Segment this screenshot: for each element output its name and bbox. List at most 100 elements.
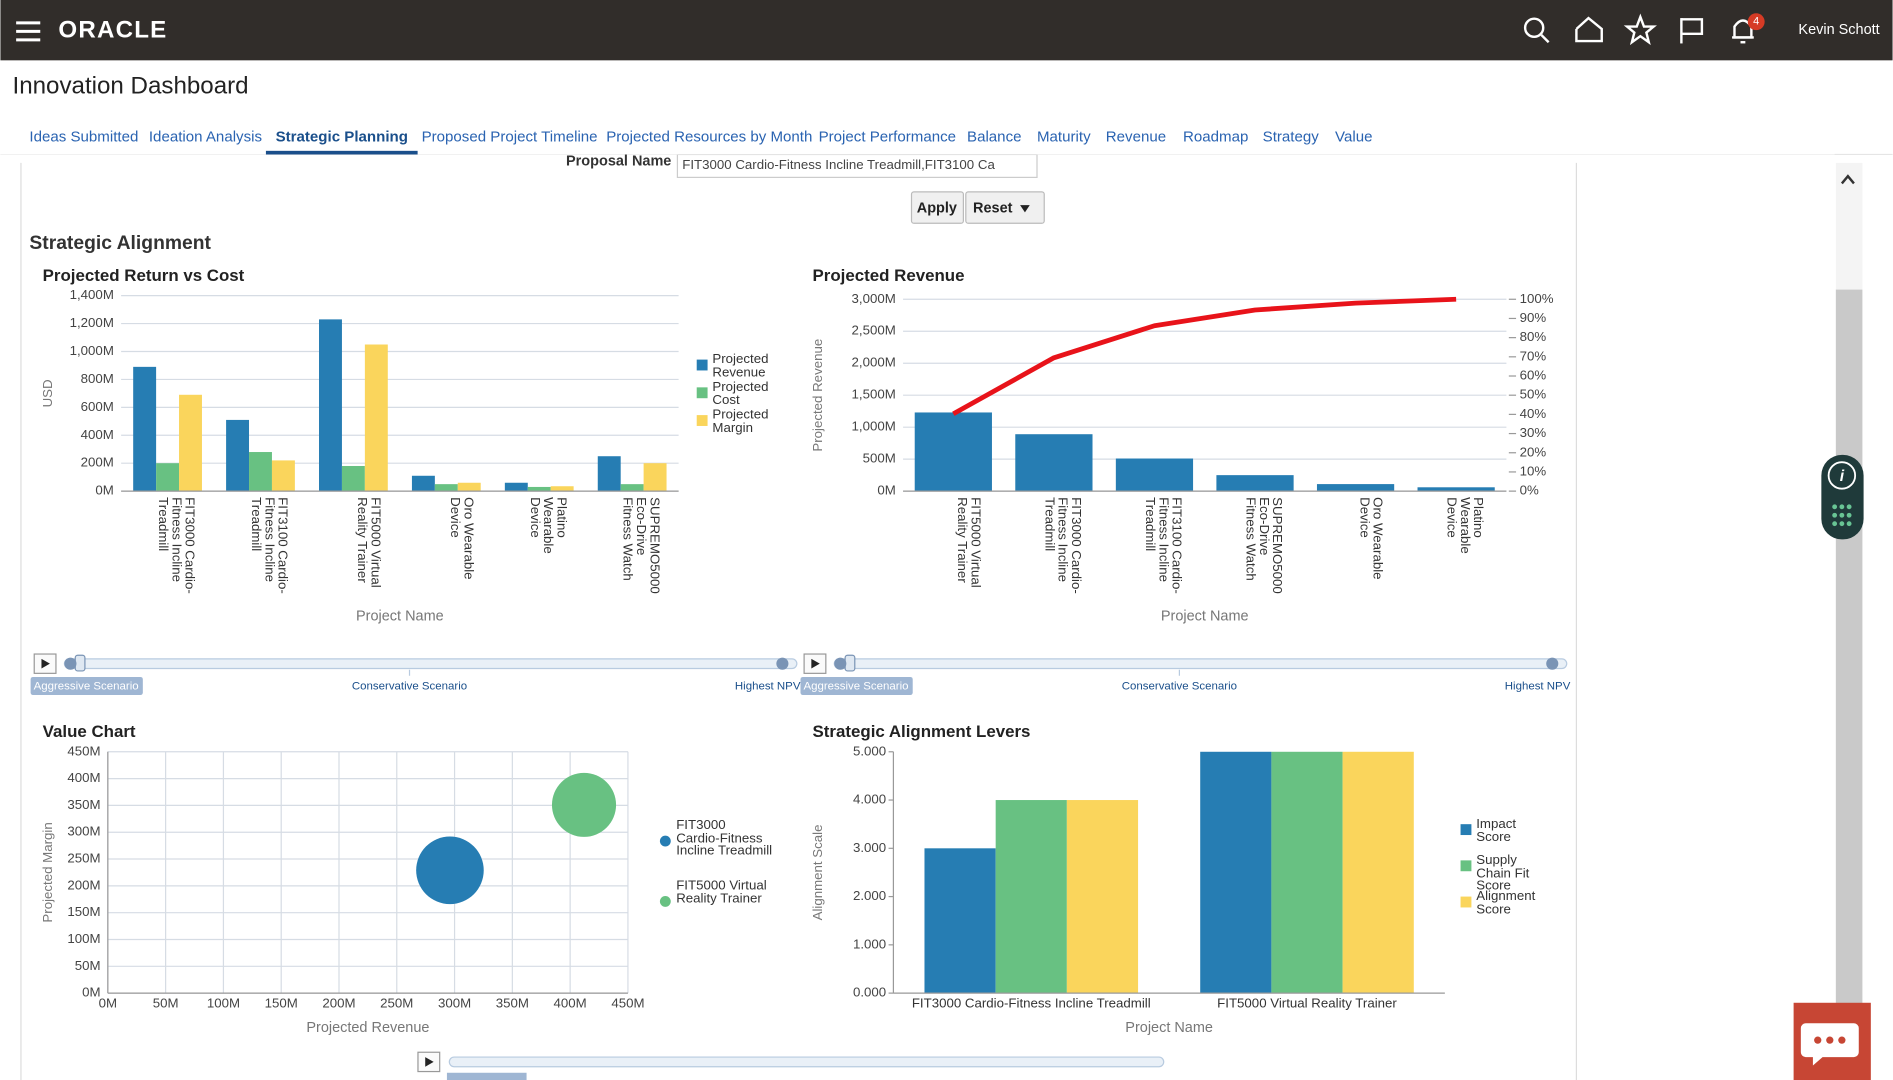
bar — [319, 319, 342, 492]
label-box: FIT3100 Cardio-Fitness Incline Treadmill — [1142, 497, 1182, 594]
y-tick-label: 0M — [95, 483, 113, 498]
bar — [1216, 475, 1294, 492]
tab[interactable]: Maturity — [1037, 129, 1091, 146]
y-tick-label: 0M — [877, 483, 895, 498]
y2-tick-label: 60% — [1520, 368, 1547, 383]
active-tab-underline — [265, 150, 418, 155]
legend-label: Projected Cost — [712, 381, 769, 408]
legend-label: FIT5000 Virtual Reality Trainer — [676, 879, 767, 906]
chat-icon — [1800, 1023, 1859, 1066]
y2-tick-label: 30% — [1520, 425, 1547, 440]
tab[interactable]: Value — [1335, 129, 1372, 146]
info-glyph: i — [1840, 468, 1845, 485]
page-title: Innovation Dashboard — [13, 72, 249, 99]
y2-tick-label: 0% — [1520, 483, 1539, 498]
search-icon[interactable] — [1523, 17, 1550, 44]
y-tick-label: 3,000M — [852, 291, 896, 306]
scroll-up[interactable] — [1840, 174, 1855, 185]
home-icon[interactable] — [1575, 16, 1603, 43]
help-widget[interactable] — [1821, 454, 1864, 540]
y-tick-label: 250M — [67, 851, 100, 866]
bar — [156, 463, 180, 492]
bar — [341, 465, 365, 492]
bar — [914, 412, 992, 492]
reset-button[interactable] — [965, 191, 1045, 224]
label-box: FIT5000 Virtual Reality Trainer — [955, 497, 982, 588]
x-axis-title: Projected Revenue — [306, 1020, 429, 1036]
slider-end — [64, 657, 77, 670]
brand[interactable]: ORACLE — [58, 17, 167, 44]
apply-label[interactable]: Apply — [917, 201, 957, 217]
tab[interactable]: Roadmap — [1183, 129, 1248, 146]
slider-label-chip — [30, 676, 143, 696]
y2-tick-label: 20% — [1520, 444, 1547, 459]
x-tick-label: Oro Wearable Device — [1356, 497, 1384, 580]
tab[interactable]: Project Performance — [819, 129, 956, 146]
bar — [995, 800, 1067, 994]
y-tick-label: 150M — [67, 904, 100, 919]
bar — [1066, 800, 1139, 994]
y-tick-label: 1,400M — [70, 287, 114, 302]
x-tick-label: 350M — [496, 995, 529, 1010]
legend-label: Impact Score — [1476, 818, 1517, 845]
tab[interactable]: Strategic Planning — [276, 129, 408, 146]
bar — [1015, 434, 1093, 492]
y2-tick-label: 10% — [1520, 463, 1547, 478]
y2-tick-label: 100% — [1520, 291, 1554, 306]
slider-track[interactable] — [833, 658, 1568, 670]
slider-label: Aggressive Scenario — [803, 681, 908, 693]
legend-marker — [696, 359, 708, 371]
bar — [133, 366, 157, 492]
bar — [504, 482, 528, 492]
y-tick-label: 3.000 — [853, 840, 886, 855]
slider-label: Highest NPV — [735, 681, 801, 693]
label-box: Platino Wearable Device — [527, 497, 567, 554]
x-tick-label: Platino Wearable Device — [1444, 497, 1484, 554]
info-icon[interactable] — [1827, 461, 1857, 490]
y-tick-label: 2,000M — [852, 355, 896, 370]
user-name[interactable]: Kevin Schott — [1798, 22, 1879, 38]
reset-label[interactable]: Reset — [973, 201, 1013, 217]
y-tick-label: 1,000M — [852, 419, 896, 434]
slider-track[interactable] — [448, 1056, 1165, 1068]
y-axis-title: Projected Revenue — [810, 339, 825, 452]
label-box: FIT3000 Cardio-Fitness Incline Treadmill — [1042, 497, 1082, 594]
y-tick-label: 1,500M — [852, 387, 896, 402]
x-tick-label: SUPREMO5000 Eco-Drive Fitness Watch — [1242, 497, 1283, 594]
tab[interactable]: Proposed Project Timeline — [422, 129, 598, 146]
legend-marker — [1460, 896, 1472, 908]
y-tick-label: 400M — [81, 427, 114, 442]
widget-dots — [1832, 504, 1852, 527]
label-box: Oro Wearable Device — [448, 497, 475, 579]
x-tick-label: 400M — [554, 995, 587, 1010]
menu-button[interactable] — [16, 21, 41, 42]
favorites-icon[interactable] — [1623, 13, 1657, 46]
tab[interactable]: Balance — [967, 129, 1022, 146]
tab[interactable]: Ideas Submitted — [29, 129, 138, 146]
legend-marker — [696, 387, 708, 399]
tab[interactable]: Ideation Analysis — [149, 129, 262, 146]
tab[interactable]: Strategy — [1263, 129, 1320, 146]
y2-tick-label: 40% — [1520, 406, 1547, 421]
label-box: Projected Cost — [712, 381, 769, 408]
filter-value[interactable]: FIT3000 Cardio-Fitness Incline Treadmill… — [682, 157, 995, 172]
bar — [364, 344, 388, 492]
filter-label: Proposal Name — [566, 154, 671, 170]
scrollbar-thumb[interactable] — [1835, 289, 1863, 1008]
slider-track[interactable] — [63, 658, 798, 670]
bar — [434, 484, 458, 492]
bar — [1316, 484, 1395, 492]
flag-icon[interactable] — [1680, 18, 1704, 44]
y-tick-label: 450M — [67, 743, 100, 758]
y-tick-label: 1,200M — [70, 315, 114, 330]
y-tick-label: 400M — [67, 770, 100, 785]
label-box: SUPREMO5000 Eco-Drive Fitness Watch — [1242, 497, 1283, 594]
tab[interactable]: Revenue — [1106, 129, 1166, 146]
dropdown-arrow — [1020, 205, 1030, 213]
y-tick-label: 4.000 — [853, 792, 886, 807]
bar — [1342, 751, 1414, 994]
apply-button[interactable] — [910, 191, 964, 224]
tab[interactable]: Projected Resources by Month — [606, 129, 812, 146]
y2-tick-label: 70% — [1520, 348, 1547, 363]
